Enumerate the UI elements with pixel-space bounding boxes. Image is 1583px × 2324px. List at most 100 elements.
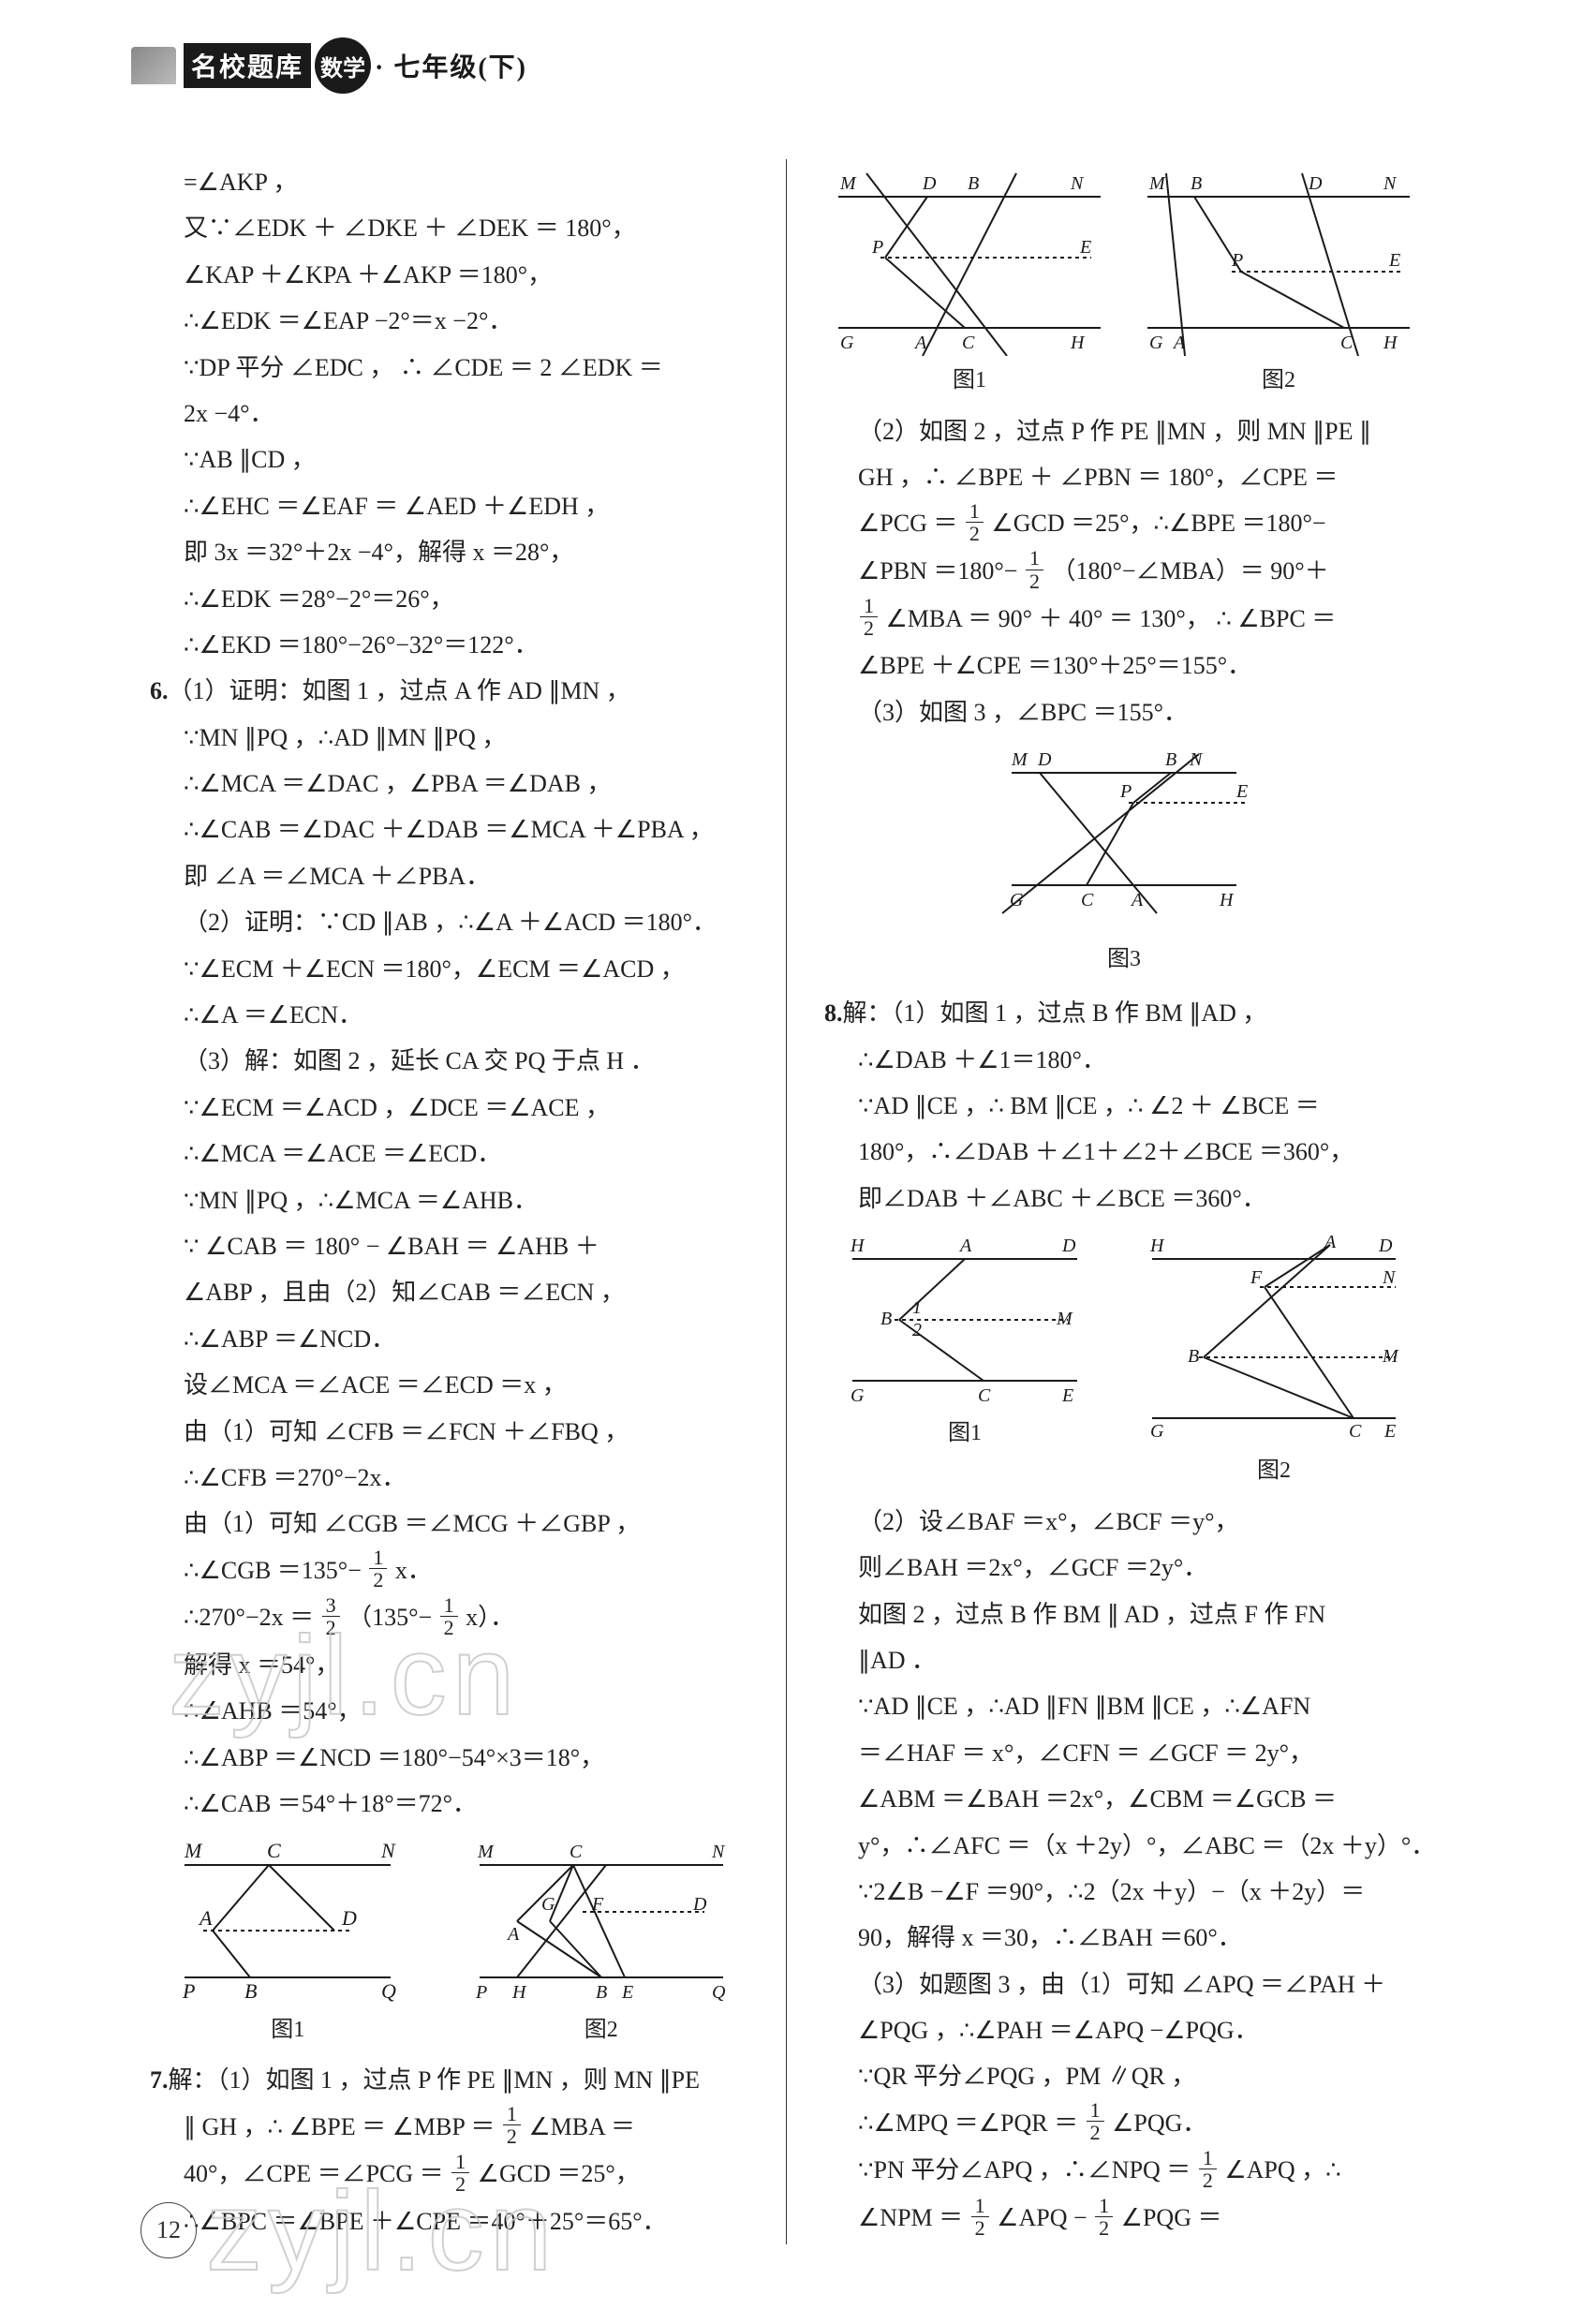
svg-text:E: E	[1388, 250, 1400, 271]
frac-line: ∵PN 平分∠APQ ，∴∠NPQ ＝ 12 ∠APQ ，∴	[824, 2147, 1424, 2195]
svg-text:D: D	[1061, 1236, 1076, 1256]
fraction: 12	[1026, 547, 1043, 591]
right-column: M D B N P E G A C H 图1	[787, 159, 1424, 2244]
frac-line: ∴∠MPQ ＝∠PQR ＝ 12 ∠PQG．	[824, 2100, 1424, 2148]
text-line: ∵AD ∥CE ，∴AD ∥FN ∥BM ∥CE ，∴∠AFN	[824, 1683, 1424, 1729]
svg-text:D: D	[1037, 749, 1052, 770]
text-line: 由（1）可知 ∠CGB ＝∠MCG ＋∠GBP ，	[150, 1501, 758, 1547]
fraction: 12	[1095, 2195, 1113, 2239]
text-line: 90，解得 x ＝30，∴∠BAH ＝60°．	[824, 1915, 1424, 1961]
svg-text:E: E	[1061, 1385, 1073, 1406]
text-line: （2）证明：∵CD ∥AB ，∴∠A ＋∠ACD ＝180°．	[150, 899, 758, 945]
q8-number: 8.	[824, 999, 843, 1027]
svg-text:E: E	[621, 1982, 633, 2003]
q6-fig1: M C N A D P B Q 图1	[166, 1837, 409, 2052]
svg-text:B: B	[880, 1309, 892, 1329]
svg-text:H: H	[1219, 890, 1235, 910]
svg-text:E: E	[1235, 781, 1248, 802]
fraction: 12	[971, 2195, 989, 2239]
text-line: ∴∠ABP ＝∠NCD ＝180°−54°×3＝18°，	[150, 1735, 758, 1781]
text: ∠PBN ＝180°−	[858, 557, 1017, 585]
svg-text:C: C	[570, 1842, 583, 1862]
svg-text:Q: Q	[381, 1979, 396, 2003]
text-line: 180°，∴∠DAB ＋∠1＋∠2＋∠BCE ＝360°，	[824, 1129, 1424, 1175]
fig-caption: 图1	[953, 368, 986, 392]
q6-number: 6.	[150, 677, 169, 704]
book-icon	[131, 47, 176, 84]
text: （1）证明：如图 1 ，过点 A 作 AD ∥MN ，	[169, 677, 630, 704]
text: ∠APQ −	[997, 2204, 1093, 2231]
text-line: ∴∠EKD ＝180°−26°−32°＝122°．	[150, 622, 758, 668]
svg-text:2: 2	[912, 1320, 922, 1340]
svg-text:H: H	[1149, 1236, 1165, 1256]
svg-text:G: G	[541, 1894, 555, 1915]
svg-text:N: N	[1189, 749, 1204, 770]
text: ∥ GH ，∴ ∠BPE ＝ ∠MBP ＝	[184, 2113, 495, 2140]
text-line: （2）设∠BAF ＝x°，∠BCF ＝y°，	[824, 1499, 1424, 1545]
fig-caption: 图2	[1257, 1458, 1291, 1483]
svg-text:H: H	[511, 1982, 527, 2003]
diagram-icon: M D B N P E G C A H	[974, 745, 1274, 923]
text-line: y°，∴∠AFC ＝（x ＋2y）°，∠ABC ＝（2x ＋y）°．	[824, 1823, 1424, 1869]
frac-line: ∠NPM ＝ 12 ∠APQ − 12 ∠PQG ＝	[824, 2195, 1424, 2243]
frac-line: ∴270°−2x ＝ 32 （135°− 12 x）．	[150, 1594, 758, 1642]
fraction: 32	[322, 1594, 340, 1638]
svg-text:M: M	[184, 1839, 203, 1862]
svg-text:A: A	[506, 1924, 520, 1945]
text-line: ∵AD ∥CE ，∴ BM ∥CE ，∴ ∠2 ＋ ∠BCE ＝	[824, 1083, 1424, 1129]
q7-number: 7.	[150, 2066, 169, 2094]
svg-text:B: B	[596, 1982, 607, 2003]
svg-text:D: D	[1378, 1236, 1393, 1256]
fraction: 12	[966, 500, 984, 544]
q6-line: 6.（1）证明：如图 1 ，过点 A 作 AD ∥MN ，	[150, 668, 758, 714]
frac-line: 40°，∠CPE ＝∠PCG ＝ 12 ∠GCD ＝25°，	[150, 2151, 758, 2198]
svg-text:G: G	[1149, 333, 1163, 353]
svg-text:D: D	[692, 1894, 707, 1915]
text-line: =∠AKP ，	[150, 159, 758, 205]
left-column: =∠AKP ， 又∵∠EDK ＋ ∠DKE ＋ ∠DEK ＝ 180°， ∠KA…	[150, 159, 787, 2244]
text-line: ∵MN ∥PQ ，∴∠MCA ＝∠AHB．	[150, 1177, 758, 1223]
q8-line: 8.解：（1）如图 1 ，过点 B 作 BM ∥AD ，	[824, 990, 1424, 1036]
q8-fig2: H A D F N B M G C E 图2	[1133, 1231, 1414, 1493]
text-line: ∴∠EDK ＝∠EAP −2°＝x −2°．	[150, 298, 758, 344]
diagram-icon: M D B N P E G A C H	[829, 169, 1110, 356]
text: ∠GCD ＝25°，∴∠BPE ＝180°−	[991, 510, 1325, 537]
fraction: 12	[451, 2151, 469, 2195]
diagram-icon: M C N A D P B Q	[166, 1837, 409, 2006]
text-line: ∥AD ．	[824, 1637, 1424, 1683]
q8-fig1: H A D B 1 2 M G C E 图1	[834, 1231, 1096, 1493]
text: ∴∠CGB ＝135°−	[184, 1557, 362, 1584]
text: 解：（1）如图 1 ，过点 P 作 PE ∥MN ，则 MN ∥PE	[169, 2066, 700, 2094]
svg-text:1: 1	[912, 1297, 922, 1318]
svg-text:F: F	[591, 1894, 604, 1915]
svg-text:A: A	[958, 1236, 972, 1256]
svg-text:D: D	[1308, 173, 1323, 194]
fig-caption: 图1	[271, 2018, 304, 2042]
svg-text:Q: Q	[712, 1982, 726, 2003]
text-line: ∵2∠B −∠F ＝90°，∴2（2x ＋y）−（x ＋2y）＝	[824, 1869, 1424, 1915]
svg-text:G: G	[1010, 890, 1024, 910]
q8-figures: H A D B 1 2 M G C E 图1	[824, 1231, 1424, 1493]
fraction: 12	[440, 1594, 458, 1638]
text: ∠MBA ＝ 90° ＋ 40° ＝ 130°， ∴ ∠BPC ＝	[886, 605, 1337, 632]
text-line: 解得 x ＝54°，	[150, 1642, 758, 1688]
text-line: （2）如图 2 ，过点 P 作 PE ∥MN ，则 MN ∥PE ∥	[824, 408, 1424, 454]
text-line: ∠ABM ＝∠BAH ＝2x°，∠CBM ＝∠GCB ＝	[824, 1776, 1424, 1822]
text: ∠NPM ＝	[858, 2204, 969, 2231]
svg-text:H: H	[1383, 333, 1398, 353]
frac-line: ∴∠CGB ＝135°− 12 x．	[150, 1547, 758, 1595]
text-line: 如图 2 ，过点 B 作 BM ∥ AD ，过点 F 作 FN	[824, 1591, 1424, 1637]
text-line: ∴∠EDK ＝28°−2°＝26°，	[150, 576, 758, 622]
text-line: 又∵∠EDK ＋ ∠DKE ＋ ∠DEK ＝ 180°，	[150, 205, 758, 251]
grade-label: · 七年级(下)	[375, 47, 527, 84]
svg-text:A: A	[913, 333, 927, 353]
svg-text:H: H	[1070, 333, 1086, 353]
text-line: ∴∠AHB ＝54°，	[150, 1688, 758, 1734]
text-line: ∴∠ABP ＝∠NCD．	[150, 1316, 758, 1362]
text-line: ∴∠CAB ＝54°＋18°＝72°．	[150, 1781, 758, 1827]
fig-caption: 图2	[584, 2018, 618, 2042]
text-line: GH ，∴ ∠BPE ＋ ∠PBN ＝ 180°，∠CPE ＝	[824, 454, 1424, 500]
fig-caption: 图3	[824, 939, 1424, 982]
svg-text:A: A	[1172, 333, 1186, 353]
q7-fig1: M D B N P E G A C H 图1	[829, 169, 1110, 403]
